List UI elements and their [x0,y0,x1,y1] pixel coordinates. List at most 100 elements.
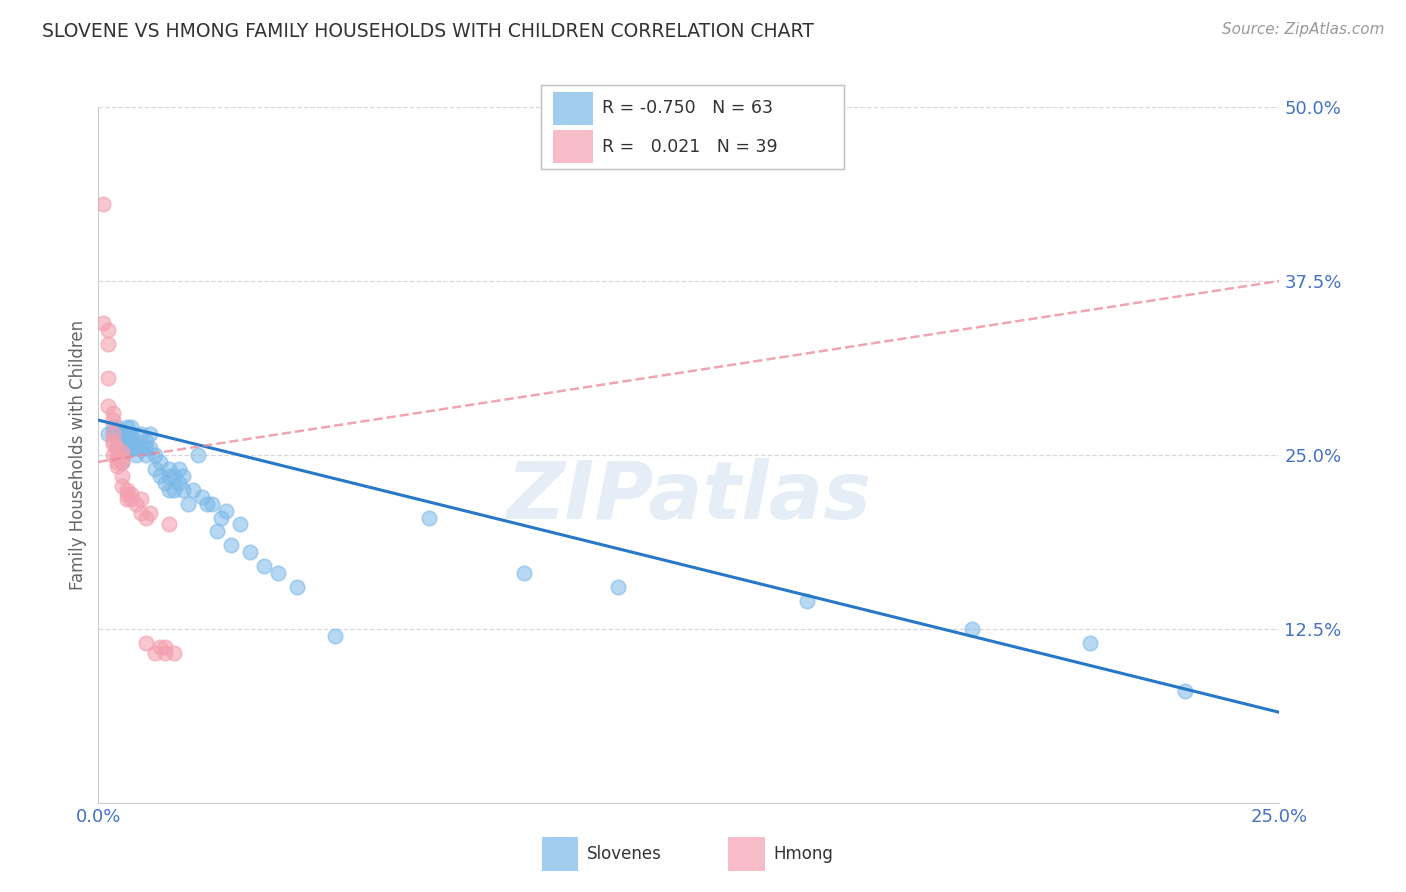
Point [149,455,172,469]
Point [201,497,224,511]
Point [195,497,218,511]
Point [115,487,138,501]
Point [157,517,180,532]
Point [115,492,138,507]
Point [323,629,346,643]
Point [172,483,194,497]
Point [209,510,232,524]
Point [219,538,242,552]
Bar [728,837,765,871]
Point [229,517,252,532]
Point [115,427,138,442]
Point [105,455,128,469]
Point [115,434,138,448]
Point [962,622,984,636]
Point [512,566,534,581]
Point [125,441,148,455]
Point [111,450,134,465]
Text: R =   0.021   N = 39: R = 0.021 N = 39 [602,137,778,155]
Point [163,483,186,497]
Point [163,468,186,483]
Point [149,468,172,483]
Point [187,448,209,462]
Point [139,507,162,521]
Point [607,580,630,594]
Point [181,483,204,497]
Text: R = -0.750   N = 63: R = -0.750 N = 63 [602,100,773,118]
Point [157,483,180,497]
Point [135,636,157,650]
Point [97,371,120,385]
Point [157,462,180,476]
Point [191,490,214,504]
Point [121,427,143,442]
Point [285,580,308,594]
Point [129,507,152,521]
Point [111,434,134,448]
Bar [554,130,593,162]
Point [105,458,128,473]
Point [121,434,143,448]
Text: Slovenes: Slovenes [588,845,662,863]
Point [125,448,148,462]
Point [111,455,134,469]
Text: SLOVENE VS HMONG FAMILY HOUSEHOLDS WITH CHILDREN CORRELATION CHART: SLOVENE VS HMONG FAMILY HOUSEHOLDS WITH … [42,22,814,41]
Point [135,448,157,462]
Point [163,646,186,660]
Bar [554,93,593,125]
Text: Source: ZipAtlas.com: Source: ZipAtlas.com [1222,22,1385,37]
Point [125,434,148,448]
Bar [541,837,578,871]
Point [135,441,157,455]
Point [111,478,134,492]
Point [157,468,180,483]
Point [97,323,120,337]
Point [143,462,166,476]
Point [153,475,176,490]
Point [167,462,190,476]
Point [121,441,143,455]
Point [101,420,124,434]
Point [111,468,134,483]
Point [91,316,114,330]
Point [172,468,194,483]
Point [115,483,138,497]
Point [97,336,120,351]
Point [111,427,134,442]
Point [796,594,818,608]
Point [105,420,128,434]
Point [101,434,124,448]
Point [1080,636,1102,650]
Point [149,640,172,654]
Point [105,441,128,455]
Point [1174,684,1197,698]
Point [97,399,120,413]
Point [153,640,176,654]
Point [101,427,124,442]
Point [101,427,124,442]
Point [153,646,176,660]
Point [135,434,157,448]
Point [101,406,124,420]
Point [91,197,114,211]
Point [115,420,138,434]
Point [101,437,124,451]
Point [129,492,152,507]
Point [205,524,228,539]
Text: Hmong: Hmong [773,845,834,863]
Point [143,646,166,660]
Point [139,427,162,442]
Point [418,510,440,524]
Point [121,420,143,434]
Point [115,441,138,455]
Text: ZIPatlas: ZIPatlas [506,458,872,536]
Point [129,441,152,455]
Point [121,487,143,501]
Point [111,455,134,469]
Point [215,503,238,517]
Point [97,427,120,442]
Point [105,448,128,462]
Point [101,448,124,462]
Point [167,475,190,490]
Point [177,497,200,511]
